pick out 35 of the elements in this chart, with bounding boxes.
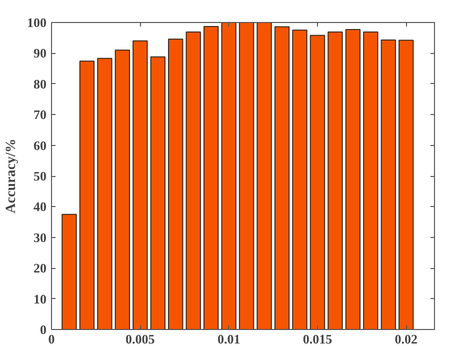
bar (62, 214, 77, 330)
y-tick-label: 90 (34, 46, 46, 61)
y-tick-label: 70 (34, 107, 46, 122)
bar (186, 32, 201, 330)
y-tick-label: 30 (34, 230, 46, 245)
bar (398, 40, 414, 330)
bar (380, 40, 396, 330)
bar (238, 22, 254, 330)
y-tick-label: 20 (34, 260, 46, 276)
y-tick-label: 100 (27, 15, 46, 30)
x-tick-label: 0.01 (217, 332, 240, 346)
bar (310, 34, 326, 330)
y-tick-label: 50 (34, 168, 46, 184)
bar (79, 60, 95, 330)
y-axis-title: Accuracy/% (4, 138, 19, 214)
x-tick-label: 0.015 (302, 332, 333, 346)
bar (328, 32, 343, 330)
bar (203, 26, 219, 330)
bar (114, 50, 130, 330)
y-tick-label: 80 (34, 76, 46, 92)
y-tick-label: 60 (34, 138, 46, 153)
x-tick-label: 0.02 (394, 332, 418, 346)
bar (150, 56, 166, 330)
bar (168, 38, 184, 330)
x-tick-label: 0.005 (126, 332, 156, 346)
bar (345, 29, 361, 330)
y-tick-label: 40 (34, 199, 46, 214)
bar (363, 32, 378, 330)
bar (221, 22, 236, 330)
bar (274, 26, 290, 330)
bar (132, 40, 148, 330)
bar (256, 22, 272, 330)
bar (292, 30, 308, 330)
y-tick-label: 10 (34, 291, 46, 306)
bar (97, 58, 112, 330)
